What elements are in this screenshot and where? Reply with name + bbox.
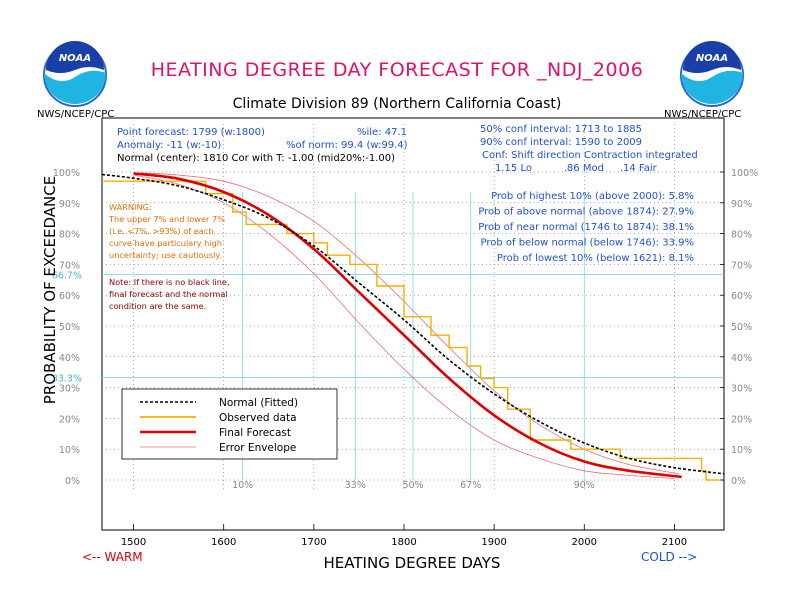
note-line: final forecast and the normal <box>109 289 228 299</box>
y-tick-label-right: 30% <box>731 384 752 395</box>
percentile-label: 50% <box>402 480 423 491</box>
final-forecast-line <box>133 172 682 479</box>
y-tick-label-right: 90% <box>731 199 752 210</box>
y-tick-label-left: 30% <box>59 384 80 395</box>
reference-label: 66.7% <box>52 271 82 282</box>
x-tick-label: 1900 <box>481 537 506 548</box>
warning-line: The upper 7% and lower 7% <box>108 214 225 224</box>
conf50-text: 50% conf interval: 1713 to 1885 <box>480 124 642 135</box>
x-tick-label: 1500 <box>121 537 146 548</box>
y-tick-label-right: 100% <box>731 168 758 179</box>
forecast-info: Point forecast: 1799 (w:1800) %ile: 47.1… <box>117 124 698 174</box>
y-tick-label-right: 40% <box>731 353 752 364</box>
note-line: condition are the same. <box>109 301 206 311</box>
x-tick-label: 1600 <box>211 537 236 548</box>
x-tick-label: 2100 <box>662 537 687 548</box>
percentile-label: 33% <box>345 480 366 491</box>
normal-fitted-line <box>101 173 725 475</box>
legend: Normal (Fitted) Observed data Final Fore… <box>121 388 338 460</box>
chart-subtitle: Climate Division 89 (Northern California… <box>233 96 562 112</box>
percentile-text: %ile: 47.1 <box>357 127 407 138</box>
y-tick-label-right: 80% <box>731 230 752 241</box>
y-tick-label-left: 70% <box>59 260 80 271</box>
probability-list: Prob of highest 10% (above 2000): 5.8% Pr… <box>478 191 694 264</box>
plot-frame <box>101 117 725 531</box>
y-tick-label-left: 100% <box>53 168 80 179</box>
y-tick-label-left: 0% <box>65 476 80 487</box>
x-tick-labels: 1500 1600 1700 1800 1900 2000 2100 <box>121 537 687 548</box>
y-tick-label-left: 60% <box>59 291 80 302</box>
warning-line: (i.e. <7%, >93%) of each <box>109 226 213 236</box>
percent-of-normal-text: %of norm: 99.4 (w:99.4) <box>286 140 408 151</box>
y-tick-label-right: 60% <box>731 291 752 302</box>
y-tick-label-right: 50% <box>731 322 752 333</box>
legend-label-observed: Observed data <box>219 412 297 424</box>
y-tick-label-left: 20% <box>59 414 80 425</box>
x-tick-label: 2000 <box>572 537 597 548</box>
conf90-text: 90% conf interval: 1590 to 2009 <box>480 137 642 148</box>
warning-text: WARNING: The upper 7% and lower 7% (i.e. <… <box>108 202 225 260</box>
y-tick-label-right: 10% <box>731 445 752 456</box>
legend-label-normal: Normal (Fitted) <box>219 397 298 409</box>
y-tick-label-left: 80% <box>59 230 80 241</box>
probability-line: Prob of above normal (above 1874): 27.9% <box>478 207 694 218</box>
logo-text: NOAA <box>59 53 91 64</box>
probability-line: Prob of lowest 10% (below 1621): 8.1% <box>497 253 694 264</box>
note-line: Note: If there is no black line, <box>109 277 230 287</box>
warning-line: WARNING: <box>109 202 152 212</box>
normal-center-text: Normal (center): 1810 Cor with T: -1.00 … <box>117 153 395 164</box>
probability-line: Prob of below normal (below 1746): 33.9% <box>480 238 694 249</box>
x-tick-label: 1700 <box>301 537 326 548</box>
percentile-label: 90% <box>574 480 595 491</box>
warning-line: uncertainty; use cautiously. <box>109 250 222 260</box>
noaa-logo-left: NOAA <box>43 41 107 107</box>
legend-label-forecast: Final Forecast <box>219 427 291 439</box>
chart-title: HEATING DEGREE DAY FORECAST FOR _NDJ_200… <box>151 59 644 81</box>
x-tick-label: 1800 <box>391 537 416 548</box>
noaa-logo-right: NOAA <box>680 41 744 107</box>
warning-line: curve have particulary high <box>109 238 222 248</box>
point-forecast-text: Point forecast: 1799 (w:1800) <box>117 127 265 138</box>
y-tick-label-right: 0% <box>731 476 746 487</box>
legend-label-envelope: Error Envelope <box>219 442 296 454</box>
probability-line: Prob of highest 10% (above 2000): 5.8% <box>491 191 694 202</box>
probability-line: Prob of near normal (1746 to 1874): 38.1… <box>478 222 694 233</box>
y-tick-label-right: 70% <box>731 260 752 271</box>
y-tick-label-left: 10% <box>59 445 80 456</box>
y-tick-label-right: 20% <box>731 414 752 425</box>
note-text: Note: If there is no black line, final fo… <box>109 277 230 311</box>
y-tick-label-left: 50% <box>59 322 80 333</box>
y-tick-label-left: 90% <box>59 199 80 210</box>
y-tick-labels: 0% 0% 10% 10% 20% 20% 30% 30% 40% 40% 50% 50% 60% 60%… <box>53 168 758 487</box>
conf-shift-text: Conf: Shift direction Contraction integr… <box>482 150 698 161</box>
conf-values-text: 1.15 Lo .86 Mod .14 Fair <box>495 163 658 174</box>
y-tick-label-left: 40% <box>59 353 80 364</box>
series-lines <box>101 172 725 481</box>
anomaly-text: Anomaly: -11 (w:-10) <box>117 140 221 151</box>
error-envelope-lower <box>133 174 675 479</box>
logo-text: NOAA <box>696 53 728 64</box>
percentile-label: 10% <box>232 480 253 491</box>
y-axis-title: PROBABILITY OF EXCEEDANCE <box>41 176 59 404</box>
percentile-label: 67% <box>460 480 481 491</box>
agency-label-left: NWS/NCEP/CPC <box>37 109 114 120</box>
reference-label: 33.3% <box>52 373 82 384</box>
warm-label: <-- WARM <box>82 550 143 564</box>
cold-label: COLD --> <box>641 550 697 564</box>
agency-label-right: NWS/NCEP/CPC <box>664 109 741 120</box>
x-axis-title: HEATING DEGREE DAYS <box>324 554 501 572</box>
